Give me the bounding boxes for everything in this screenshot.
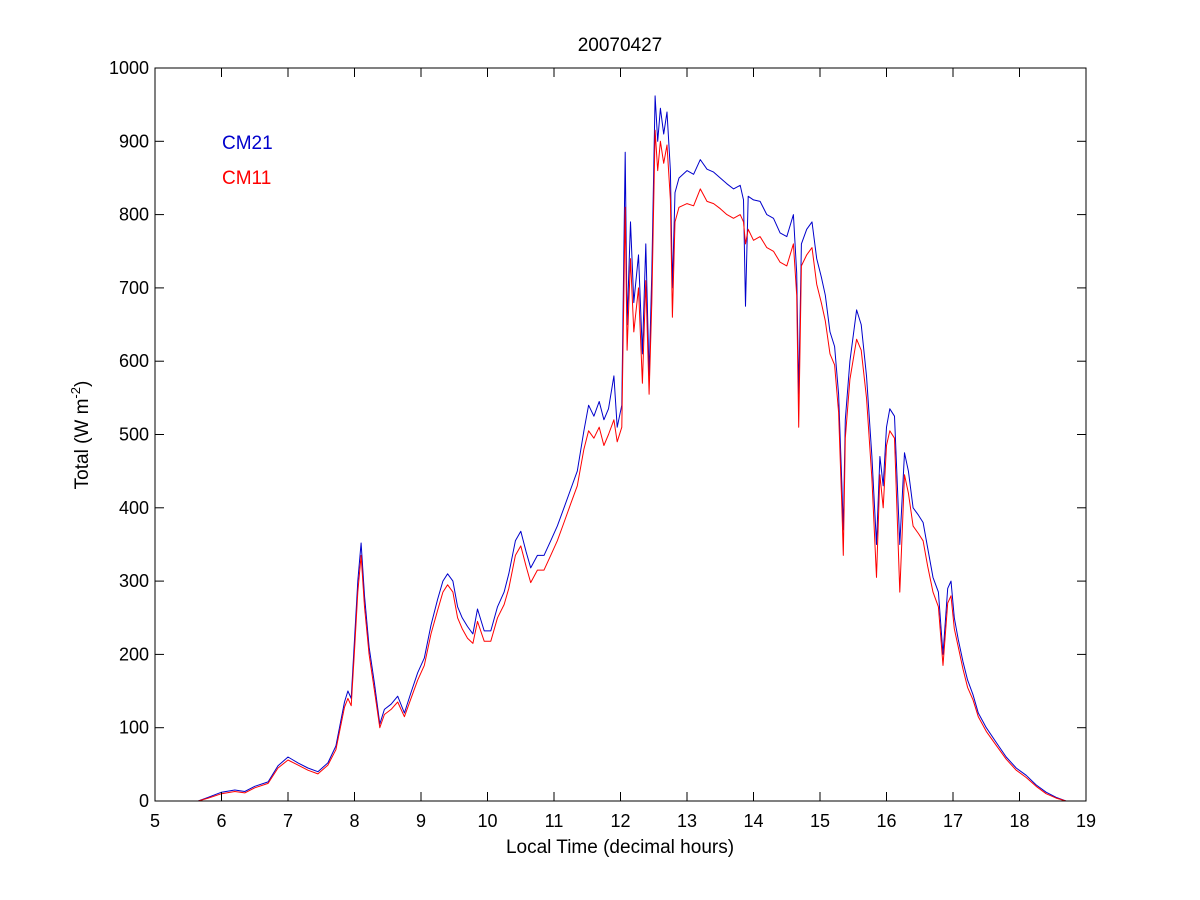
x-tick-label: 12	[610, 811, 630, 831]
y-tick-label: 500	[119, 425, 149, 445]
chart-title: 20070427	[578, 35, 663, 56]
y-tick-label: 0	[139, 791, 149, 811]
x-tick-label: 14	[743, 811, 763, 831]
x-axis-ticks: 5 6 7 8 9 10 11 12 13 14 15 16 17 18 19	[150, 68, 1096, 831]
y-tick-label: 200	[119, 644, 149, 664]
y-tick-label: 300	[119, 571, 149, 591]
series-group	[198, 95, 1067, 802]
x-tick-label: 8	[349, 811, 359, 831]
x-tick-label: 10	[477, 811, 497, 831]
y-axis-label-main: Total (W m	[72, 399, 93, 490]
plot-area-frame	[154, 67, 1087, 802]
series-line-cm21	[198, 95, 1067, 802]
x-tick-label: 18	[1009, 811, 1029, 831]
y-tick-label: 600	[119, 351, 149, 371]
y-tick-label: 700	[119, 278, 149, 298]
legend-entry-cm11: CM11	[222, 168, 271, 189]
y-axis-label-superscript: -2	[68, 387, 83, 399]
x-tick-label: 17	[943, 811, 963, 831]
y-tick-label: 1000	[109, 58, 149, 78]
y-tick-label: 800	[119, 205, 149, 225]
x-tick-label: 5	[150, 811, 160, 831]
x-tick-label: 13	[677, 811, 697, 831]
x-tick-label: 7	[283, 811, 293, 831]
x-tick-label: 11	[545, 811, 564, 831]
x-tick-label: 16	[876, 811, 896, 831]
y-axis-ticks: 0 100 200 300 400 500 600 700 800 900 1000	[109, 58, 1086, 811]
y-tick-label: 100	[119, 718, 149, 738]
legend-entry-cm21: CM21	[222, 133, 273, 154]
x-tick-label: 6	[216, 811, 226, 831]
y-tick-label: 400	[119, 498, 149, 518]
series-line-cm11	[198, 129, 1067, 802]
y-axis-label-end: )	[72, 381, 93, 387]
y-axis-label: Total (W m-2)	[68, 381, 93, 490]
x-tick-label: 15	[810, 811, 830, 831]
x-axis-label: Local Time (decimal hours)	[506, 837, 734, 858]
x-tick-label: 9	[416, 811, 426, 831]
x-tick-label: 19	[1076, 811, 1096, 831]
y-tick-label: 900	[119, 131, 149, 151]
